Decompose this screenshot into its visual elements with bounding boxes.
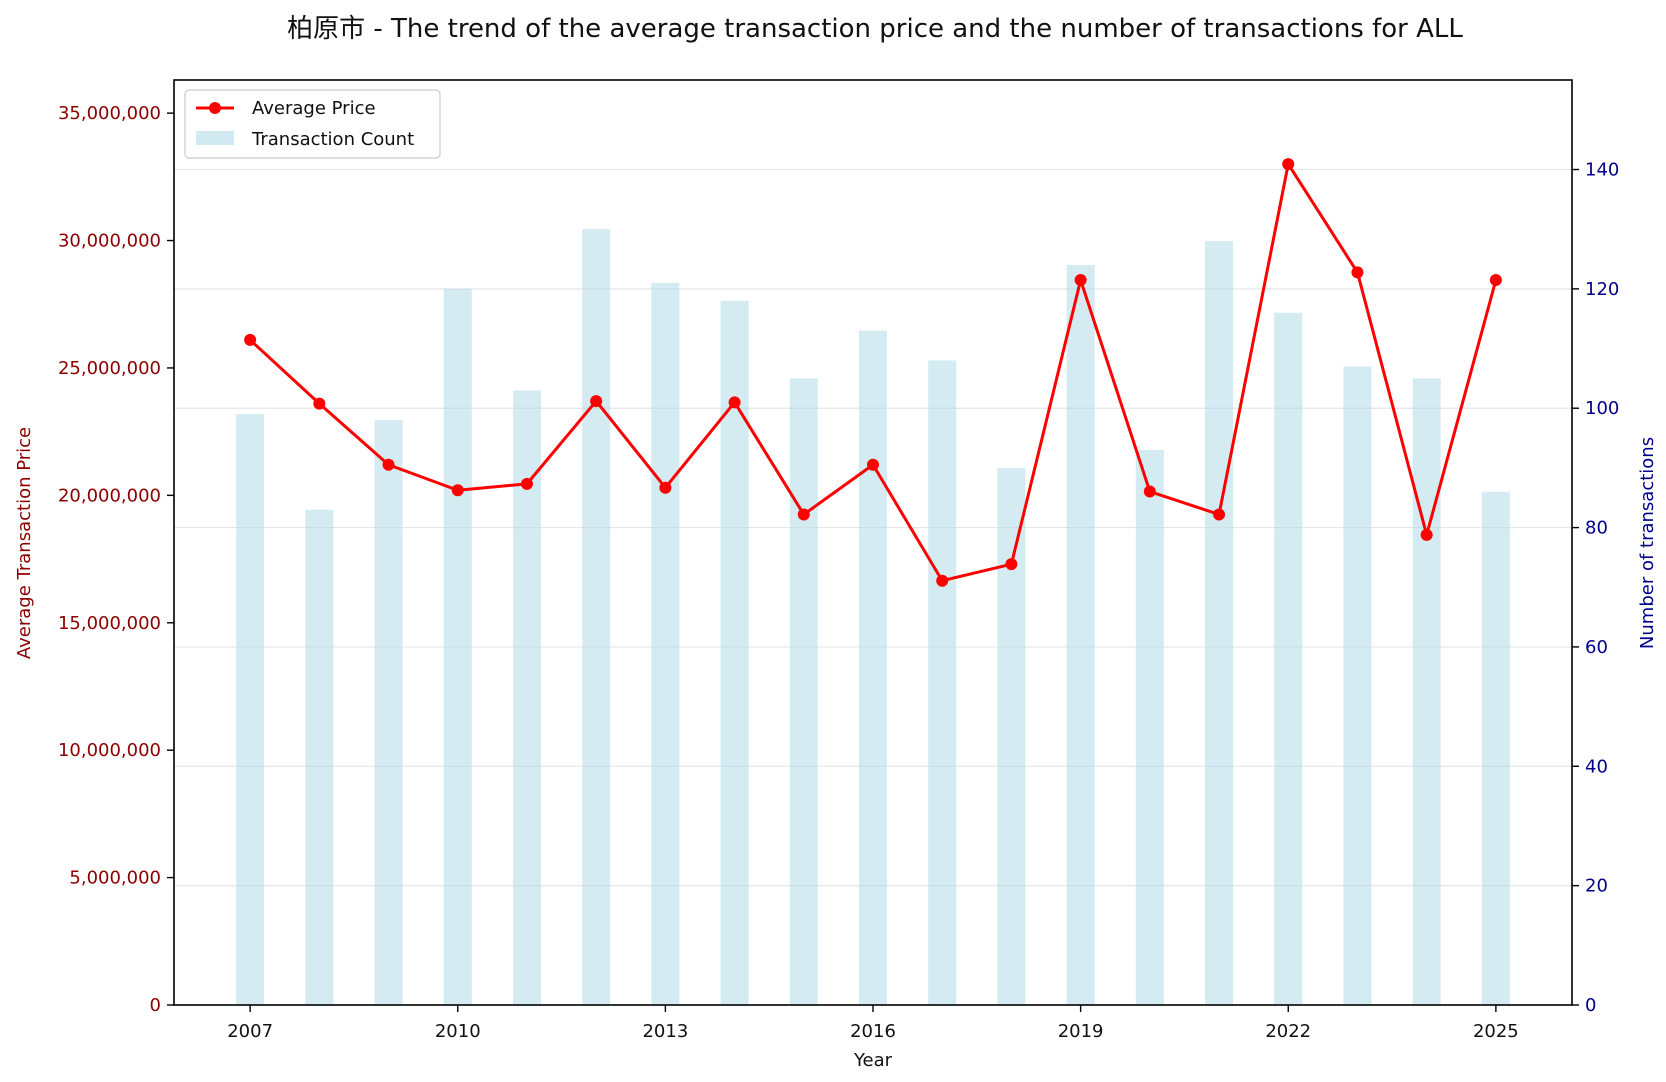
bar-transaction-count [582, 229, 611, 1005]
bar-transaction-count [997, 467, 1026, 1006]
x-tick-label: 2025 [1473, 1021, 1519, 1042]
bar-transaction-count [1412, 378, 1441, 1005]
price-point [1213, 508, 1226, 521]
price-point [936, 574, 949, 587]
chart-title: 柏原市 - The trend of the average transacti… [287, 14, 1463, 44]
bar-transaction-count [859, 330, 887, 1006]
bar-transaction-count [443, 288, 472, 1005]
x-tick-label: 2007 [227, 1021, 273, 1042]
bar-transaction-count [1205, 241, 1234, 1005]
price-point [520, 477, 533, 490]
price-point [1143, 485, 1156, 498]
price-point [1005, 558, 1018, 571]
y-left-tick-label: 0 [150, 995, 161, 1016]
y-axis-left: 0 5,000,000 10,000,000 15,000,000 20,000,000… [58, 103, 174, 1016]
y-right-tick-label: 20 [1585, 876, 1608, 897]
price-point [797, 508, 810, 521]
price-point [451, 484, 464, 497]
y-right-tick-label: 120 [1585, 279, 1619, 300]
y-axis-right: 0 20 40 60 80 100 120 140 [1572, 160, 1619, 1016]
y-right-tick-label: 0 [1585, 995, 1596, 1016]
price-point [1420, 528, 1433, 541]
price-point [313, 397, 326, 410]
legend: Average Price Transaction Count [184, 89, 441, 159]
bar-transaction-count [1066, 265, 1095, 1005]
bar-transaction-count [236, 414, 265, 1005]
bar-transaction-count [1274, 312, 1303, 1005]
price-point [728, 396, 741, 409]
price-line [244, 158, 1502, 587]
bar-transaction-count [789, 378, 818, 1005]
y-right-tick-label: 60 [1585, 637, 1608, 658]
bar-transaction-count [928, 360, 957, 1005]
y-axis-left-label: Average Transaction Price [14, 427, 35, 659]
y-right-tick-label: 100 [1585, 398, 1619, 419]
bar-transaction-count [1481, 491, 1510, 1006]
x-axis-label: Year [853, 1050, 893, 1071]
x-tick-label: 2016 [850, 1021, 896, 1042]
bar-transaction-count [1343, 366, 1372, 1005]
price-point [590, 395, 603, 408]
legend-label-count: Transaction Count [251, 129, 414, 150]
y-right-tick-label: 80 [1585, 518, 1608, 539]
bars [236, 229, 1510, 1006]
y-left-tick-label: 25,000,000 [58, 358, 161, 379]
legend-bar-swatch [196, 131, 234, 145]
price-point [1489, 274, 1502, 287]
price-point [1351, 266, 1364, 279]
legend-box [184, 89, 441, 159]
y-right-tick-label: 40 [1585, 756, 1608, 777]
x-axis: 2007 2010 2013 2016 2019 2022 2025 [227, 1005, 1519, 1042]
x-tick-label: 2022 [1265, 1021, 1311, 1042]
price-point [659, 481, 672, 494]
legend-label-price: Average Price [252, 98, 376, 119]
price-point [382, 458, 395, 471]
bar-transaction-count [305, 509, 334, 1005]
bar-transaction-count [512, 390, 541, 1005]
bar-transaction-count [374, 420, 403, 1006]
x-tick-label: 2019 [1058, 1021, 1104, 1042]
y-axis-right-label: Number of transactions [1637, 437, 1658, 649]
x-tick-label: 2010 [435, 1021, 481, 1042]
bar-transaction-count [1135, 450, 1164, 1005]
price-point [867, 458, 879, 471]
price-point [244, 333, 257, 346]
x-tick-label: 2013 [642, 1021, 688, 1042]
y-left-tick-label: 10,000,000 [58, 740, 161, 761]
price-point [1282, 158, 1295, 171]
y-left-tick-label: 35,000,000 [58, 103, 161, 124]
y-left-tick-label: 5,000,000 [69, 868, 161, 889]
y-left-tick-label: 30,000,000 [58, 231, 161, 252]
y-left-tick-label: 15,000,000 [58, 613, 161, 634]
y-left-tick-label: 20,000,000 [58, 485, 161, 506]
price-point [1074, 274, 1087, 287]
bar-transaction-count [651, 282, 680, 1006]
y-right-tick-label: 140 [1585, 160, 1619, 181]
legend-marker-swatch [209, 102, 221, 114]
